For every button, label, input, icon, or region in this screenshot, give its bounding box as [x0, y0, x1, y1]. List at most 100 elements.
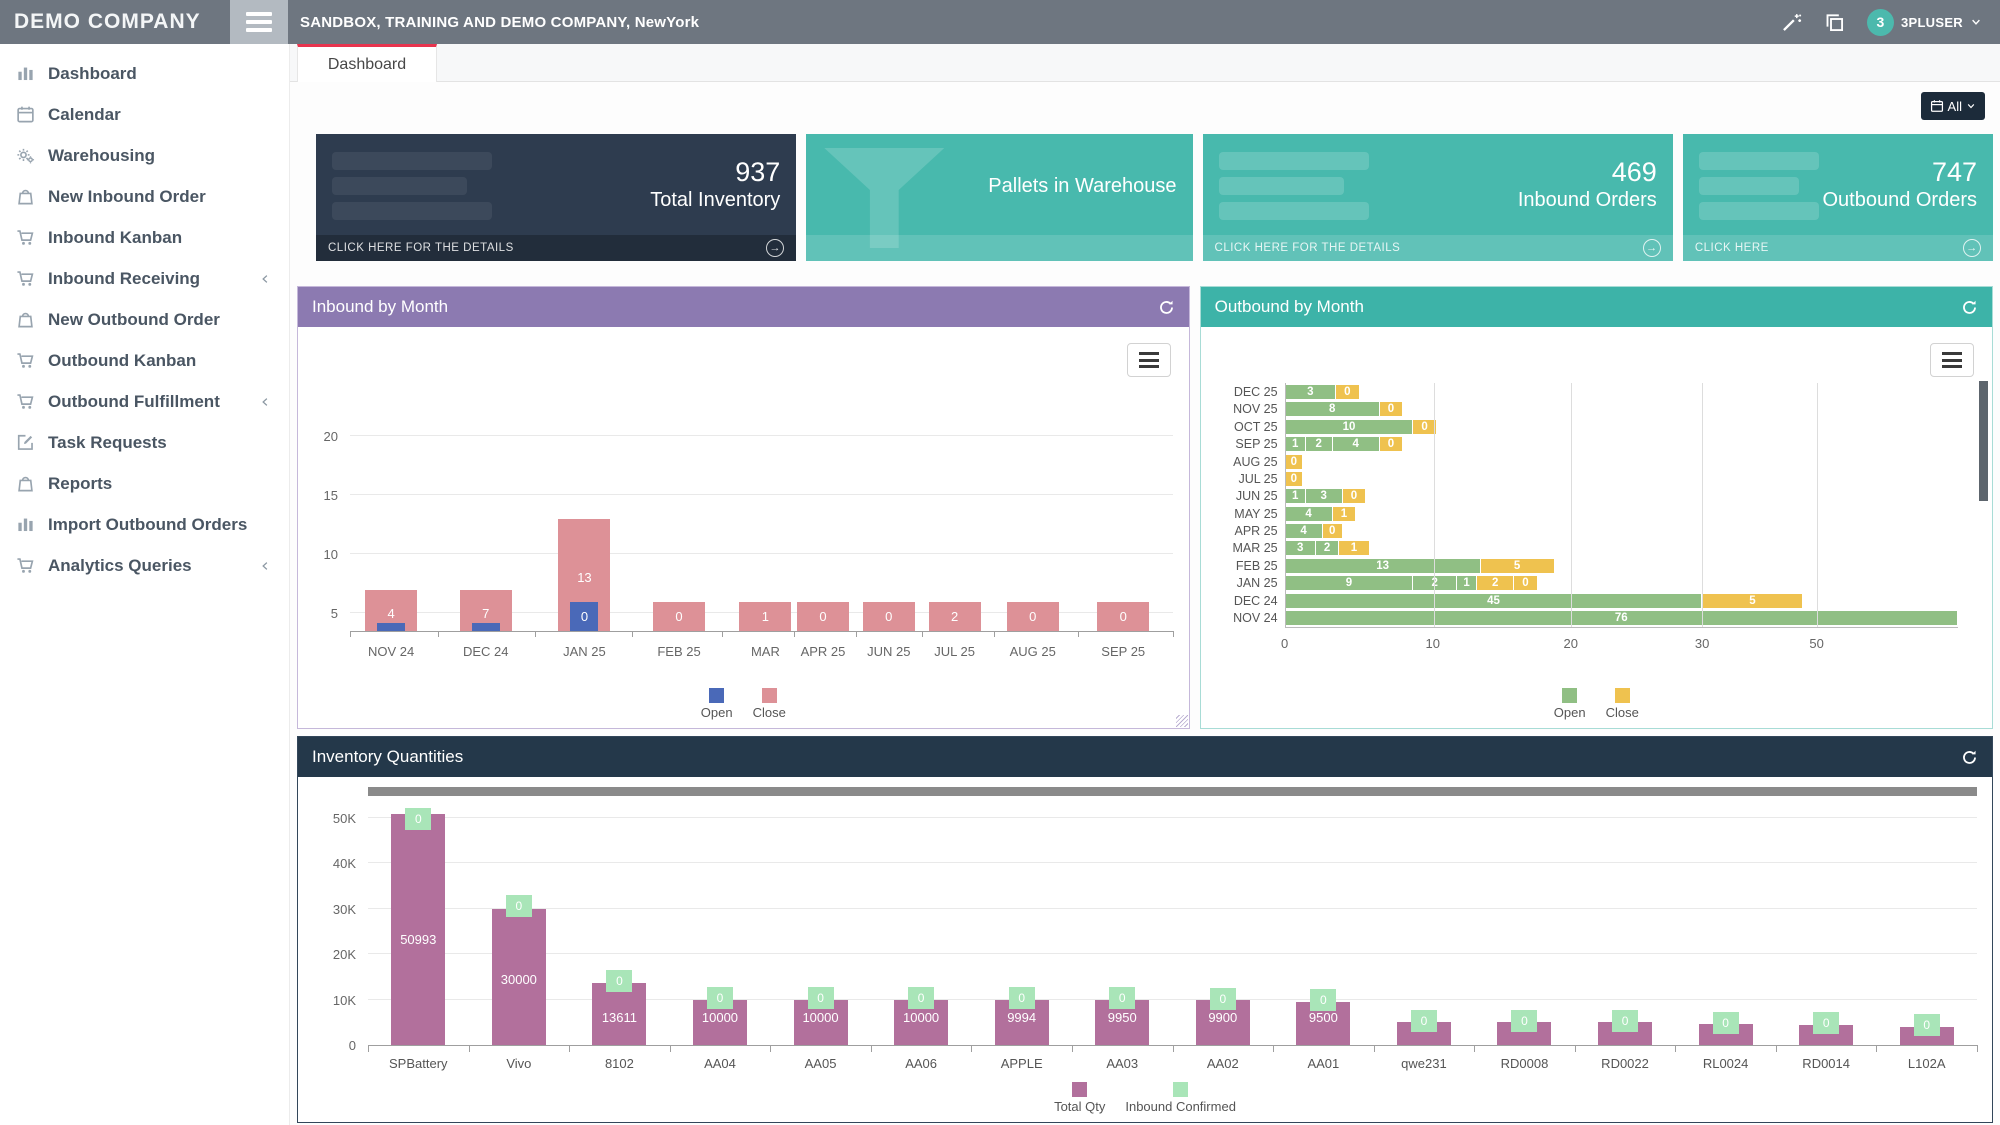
chart-bar-inbound-confirmed[interactable]: 0 — [505, 895, 532, 918]
chart-bar-close[interactable]: 5 — [1702, 593, 1804, 608]
chart-bar-open[interactable]: 9 — [1285, 576, 1414, 591]
chart-bar-open[interactable]: 4 — [1285, 524, 1323, 538]
chart-bar-open[interactable]: 13 — [1285, 558, 1481, 573]
chart-bar-close[interactable]: 0 — [1285, 454, 1304, 469]
chart-bar-close[interactable]: 0 — [1285, 471, 1304, 486]
x-axis-tick — [870, 1045, 872, 1052]
chart-bar-close[interactable]: 0 — [862, 601, 915, 631]
chart-bar-open[interactable]: 76 — [1285, 610, 1958, 625]
chart-bar-open[interactable] — [377, 622, 406, 631]
chart-bar-inbound-confirmed[interactable]: 0 — [908, 987, 935, 1010]
resize-handle[interactable] — [1175, 715, 1188, 727]
kpi-footer[interactable]: CLICK HERE FOR THE DETAILS → — [1202, 235, 1673, 261]
date-filter-button[interactable]: All — [1920, 92, 1985, 120]
chart-bar-inbound-confirmed[interactable]: 0 — [807, 987, 834, 1010]
chart-bar-close[interactable]: 5 — [1480, 558, 1555, 573]
chart-bar-open[interactable]: 0 — [570, 601, 599, 631]
chart-bar-inbound-confirmed[interactable]: 0 — [1712, 1011, 1739, 1034]
chart-bar-total-qty[interactable]: 13611 — [592, 983, 647, 1045]
sidebar-item-analytics-queries[interactable]: Analytics Queries — [0, 545, 289, 586]
inventory-horizontal-scrollbar[interactable] — [368, 787, 1977, 796]
refresh-icon[interactable] — [1961, 749, 1978, 766]
chart-bar-close[interactable]: 0 — [1514, 576, 1538, 591]
chart-bar-inbound-confirmed[interactable]: 0 — [1310, 989, 1337, 1012]
chart-bar-open[interactable]: 3 — [1285, 541, 1316, 556]
chart-bar-close[interactable]: 2 — [1477, 576, 1515, 591]
chart-bar-open[interactable]: 45 — [1285, 593, 1703, 608]
chart-bar-open[interactable]: 4 — [1285, 506, 1333, 521]
kpi-footer[interactable]: CLICK HERE FOR THE DETAILS → — [316, 235, 797, 261]
chart-bar-open[interactable]: 1 — [1457, 576, 1478, 591]
sidebar-item-outbound-kanban[interactable]: Outbound Kanban — [0, 340, 289, 381]
chart-bar-inbound-confirmed[interactable]: 0 — [1612, 1010, 1639, 1033]
chart-bar-close[interactable]: 0 — [1379, 402, 1404, 417]
chart-bar-close[interactable]: 1 — [1332, 506, 1357, 521]
chart-bar-inbound-confirmed[interactable]: 0 — [1410, 1010, 1437, 1033]
chart-bar-inbound-confirmed[interactable]: 0 — [706, 987, 733, 1010]
chart-bar-open[interactable]: 4 — [1332, 437, 1380, 452]
y-category-label: SEP 25 — [1235, 437, 1278, 452]
outbound-scrollbar[interactable] — [1979, 381, 1988, 621]
chart-bar-inbound-confirmed[interactable]: 0 — [1913, 1014, 1940, 1037]
scrollbar-thumb[interactable] — [1979, 381, 1988, 501]
chart-bar-open[interactable]: 10 — [1285, 419, 1414, 434]
sidebar-item-warehousing[interactable]: Warehousing — [0, 135, 289, 176]
chart-bar-close[interactable]: 0 — [653, 601, 706, 631]
chart-bar-total-qty[interactable]: 30000 — [491, 908, 546, 1045]
chart-bar-open[interactable]: 2 — [1305, 437, 1333, 452]
chart-bar-close[interactable]: 0 — [1342, 489, 1367, 504]
kpi-card-outbound-orders[interactable]: 747 Outbound Orders CLICK HERE → — [1682, 134, 1993, 261]
chart-bar-open[interactable]: 1 — [1285, 437, 1306, 452]
chart-bar-inbound-confirmed[interactable]: 0 — [1813, 1012, 1840, 1035]
chart-bar-close[interactable]: 0 — [1097, 601, 1150, 631]
chart-menu-button[interactable] — [1126, 343, 1171, 377]
sidebar-item-import-outbound-orders[interactable]: Import Outbound Orders — [0, 504, 289, 545]
sidebar-item-new-outbound-order[interactable]: New Outbound Order — [0, 299, 289, 340]
sidebar-item-reports[interactable]: Reports — [0, 463, 289, 504]
chart-bar-inbound-confirmed[interactable]: 0 — [606, 970, 633, 993]
chart-bar-inbound-confirmed[interactable]: 0 — [1209, 987, 1236, 1010]
chart-bar-close[interactable]: 0 — [1322, 524, 1343, 538]
sidebar-item-new-inbound-order[interactable]: New Inbound Order — [0, 176, 289, 217]
chart-bar-close[interactable]: 0 — [1413, 419, 1437, 434]
chart-bar-open[interactable]: 2 — [1315, 541, 1340, 556]
chart-bar-close[interactable]: 1 — [739, 601, 792, 631]
chart-menu-button[interactable] — [1930, 343, 1974, 377]
chart-bar-open[interactable]: 2 — [1413, 576, 1458, 591]
chart-bar-close[interactable]: 0 — [1379, 437, 1404, 452]
chart-bar-close[interactable]: 0 — [796, 601, 849, 631]
sidebar-toggle-button[interactable] — [230, 0, 288, 44]
sidebar-item-inbound-kanban[interactable]: Inbound Kanban — [0, 217, 289, 258]
sidebar-item-dashboard[interactable]: Dashboard — [0, 53, 289, 94]
refresh-icon[interactable] — [1158, 299, 1175, 316]
chart-bar-close[interactable]: 2 — [928, 601, 981, 631]
chart-bar-total-qty[interactable]: 9500 — [1296, 1001, 1351, 1045]
kpi-card-inbound-orders[interactable]: 469 Inbound Orders CLICK HERE FOR THE DET… — [1202, 134, 1673, 261]
kpi-footer[interactable]: CLICK HERE → — [1682, 235, 1993, 261]
chart-bar-open[interactable]: 3 — [1285, 385, 1337, 399]
chart-bar-open[interactable] — [471, 622, 500, 631]
chart-bar-close[interactable]: 0 — [1336, 385, 1360, 399]
chart-bar-inbound-confirmed[interactable]: 0 — [1511, 1010, 1538, 1033]
tab-dashboard[interactable]: Dashboard — [297, 44, 437, 82]
kpi-card-total-inventory[interactable]: 937 Total Inventory CLICK HERE FOR THE DE… — [316, 134, 797, 261]
sidebar-item-inbound-receiving[interactable]: Inbound Receiving — [0, 258, 289, 299]
sidebar-item-task-requests[interactable]: Task Requests — [0, 422, 289, 463]
user-menu[interactable]: 3 3PLUSER — [1866, 8, 1982, 36]
sidebar-item-outbound-fulfillment[interactable]: Outbound Fulfillment — [0, 381, 289, 422]
chart-bar-inbound-confirmed[interactable]: 0 — [1109, 987, 1136, 1010]
chart-bar-close[interactable]: 1 — [1339, 541, 1370, 556]
chart-bar-open[interactable]: 3 — [1305, 489, 1343, 504]
magic-wand-icon[interactable] — [1781, 12, 1802, 33]
chart-bar-close[interactable]: 0 — [1006, 601, 1059, 631]
chart-bar-open[interactable]: 8 — [1285, 402, 1380, 417]
kpi-card-pallets-in-warehouse[interactable]: Pallets in Warehouse — [806, 134, 1193, 261]
chart-bar-inbound-confirmed[interactable]: 0 — [405, 808, 432, 830]
windows-copy-icon[interactable] — [1824, 12, 1845, 33]
chart-bar-open[interactable]: 1 — [1285, 489, 1306, 504]
sidebar-item-calendar[interactable]: Calendar — [0, 94, 289, 135]
chart-row: NOV 24 76 — [1233, 610, 1958, 625]
chart-bar-inbound-confirmed[interactable]: 0 — [1008, 987, 1035, 1010]
refresh-icon[interactable] — [1961, 299, 1978, 316]
chart-bar-total-qty[interactable]: 50993 — [391, 813, 446, 1045]
